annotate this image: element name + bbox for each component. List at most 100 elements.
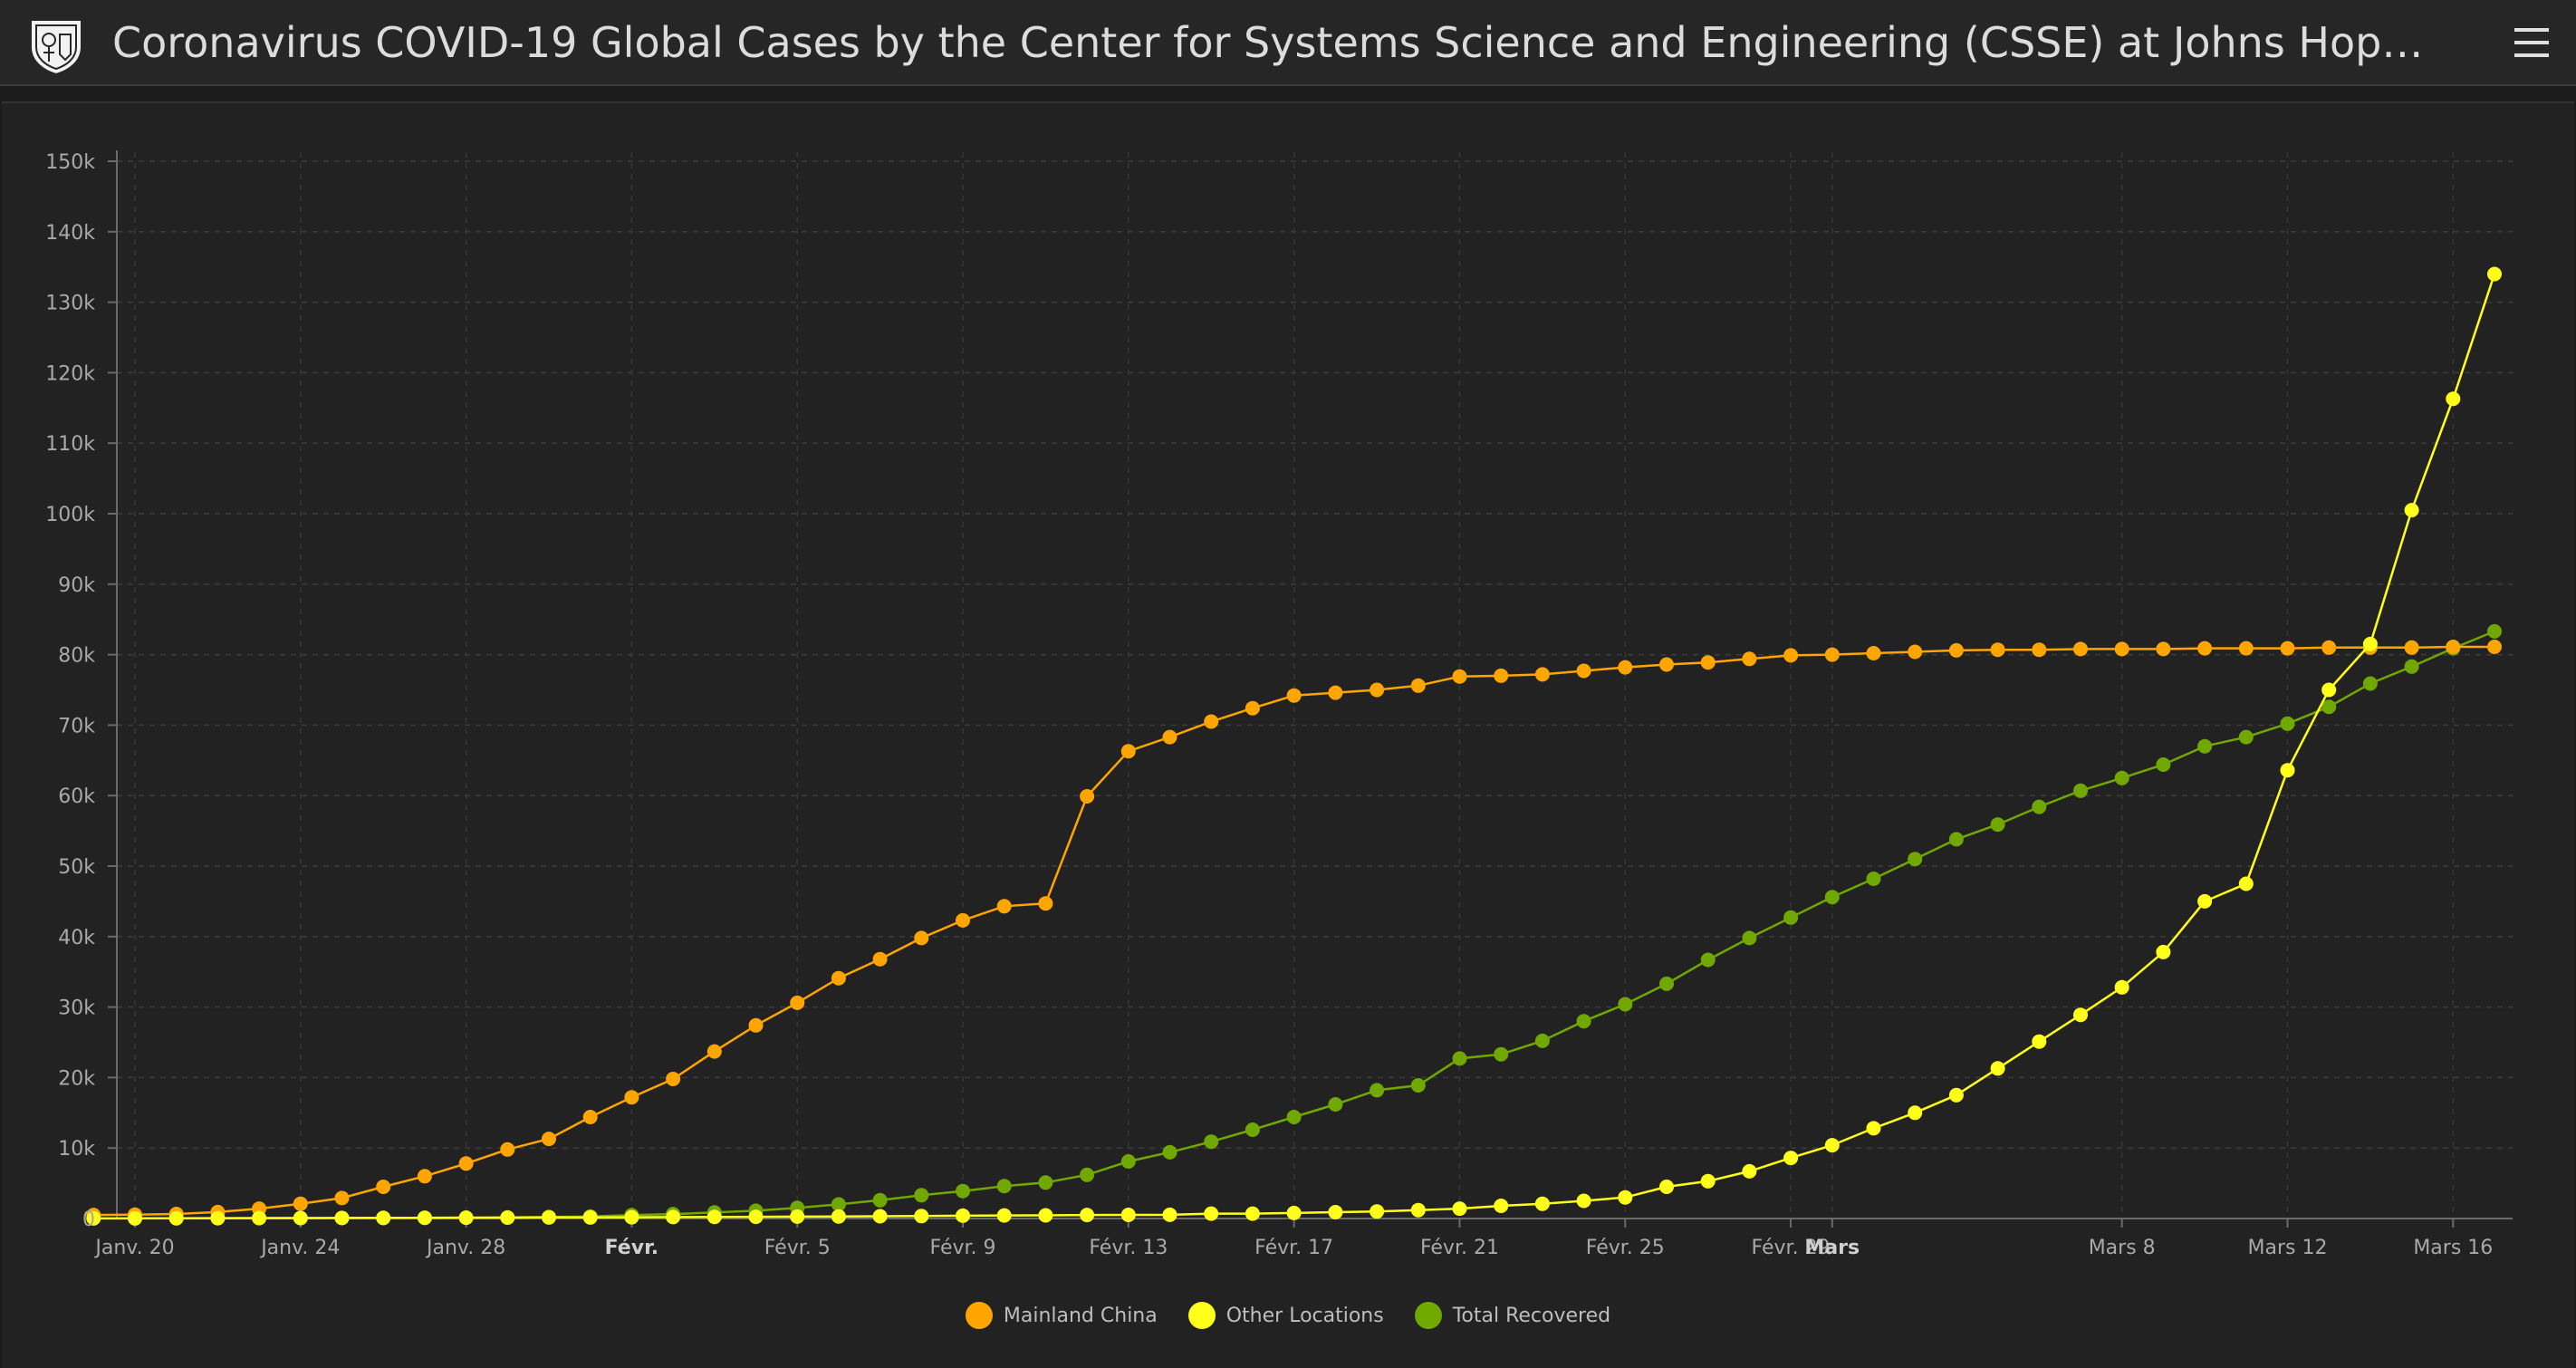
- legend-item[interactable]: Total Recovered: [1414, 1302, 1610, 1329]
- data-point[interactable]: [956, 912, 970, 928]
- data-point[interactable]: [2114, 979, 2129, 995]
- data-point[interactable]: [582, 1110, 598, 1124]
- data-point[interactable]: [2073, 641, 2088, 657]
- data-point[interactable]: [500, 1210, 515, 1225]
- data-point[interactable]: [706, 1044, 722, 1059]
- data-point[interactable]: [1618, 997, 1633, 1012]
- data-point[interactable]: [2280, 763, 2295, 778]
- data-point[interactable]: [293, 1196, 308, 1211]
- data-point[interactable]: [1534, 1033, 1550, 1048]
- data-point[interactable]: [1742, 930, 1757, 946]
- data-point[interactable]: [458, 1210, 474, 1226]
- data-point[interactable]: [376, 1210, 391, 1226]
- data-point[interactable]: [1618, 660, 1633, 675]
- data-point[interactable]: [1328, 685, 1343, 700]
- data-point[interactable]: [1742, 1163, 1757, 1179]
- data-point[interactable]: [1286, 1110, 1302, 1124]
- data-point[interactable]: [1908, 1105, 1923, 1121]
- data-point[interactable]: [872, 951, 888, 967]
- data-point[interactable]: [1162, 1207, 1177, 1222]
- data-point[interactable]: [1824, 1138, 1840, 1153]
- data-point[interactable]: [417, 1169, 432, 1184]
- data-point[interactable]: [1328, 1097, 1343, 1112]
- data-point[interactable]: [2197, 738, 2213, 754]
- data-point[interactable]: [1370, 1204, 1385, 1219]
- data-point[interactable]: [624, 1209, 639, 1225]
- data-point[interactable]: [1410, 1078, 1426, 1093]
- data-point[interactable]: [2238, 729, 2254, 745]
- data-point[interactable]: [1370, 682, 1385, 698]
- data-point[interactable]: [1038, 1208, 1053, 1223]
- data-point[interactable]: [914, 1209, 929, 1224]
- data-point[interactable]: [1700, 952, 1716, 968]
- data-point[interactable]: [1370, 1083, 1385, 1098]
- data-point[interactable]: [1080, 1208, 1095, 1223]
- data-point[interactable]: [1948, 642, 1964, 658]
- data-point[interactable]: [1990, 817, 2005, 833]
- data-point[interactable]: [1410, 678, 1426, 693]
- data-point[interactable]: [1494, 1046, 1509, 1062]
- data-point[interactable]: [1534, 1196, 1550, 1211]
- data-point[interactable]: [500, 1142, 515, 1157]
- data-point[interactable]: [2362, 636, 2378, 651]
- data-point[interactable]: [1204, 714, 1219, 729]
- data-point[interactable]: [1410, 1202, 1426, 1218]
- data-point[interactable]: [956, 1183, 970, 1199]
- data-point[interactable]: [376, 1180, 391, 1194]
- data-point[interactable]: [790, 995, 805, 1010]
- data-point[interactable]: [666, 1072, 681, 1086]
- data-point[interactable]: [1534, 667, 1550, 682]
- data-point[interactable]: [1204, 1206, 1219, 1221]
- data-point[interactable]: [1783, 1151, 1799, 1166]
- data-point[interactable]: [2073, 783, 2088, 798]
- data-point[interactable]: [1742, 651, 1757, 667]
- data-point[interactable]: [1700, 655, 1716, 670]
- data-point[interactable]: [582, 1209, 598, 1225]
- data-point[interactable]: [1038, 1175, 1053, 1190]
- data-point[interactable]: [2197, 641, 2213, 656]
- legend-item[interactable]: Mainland China: [965, 1302, 1158, 1329]
- data-point[interactable]: [2032, 642, 2047, 658]
- data-point[interactable]: [1080, 789, 1095, 804]
- data-point[interactable]: [1162, 1144, 1177, 1160]
- data-point[interactable]: [2487, 266, 2502, 282]
- data-point[interactable]: [2404, 640, 2419, 655]
- data-point[interactable]: [2032, 799, 2047, 814]
- data-point[interactable]: [2321, 682, 2337, 698]
- data-point[interactable]: [2238, 641, 2254, 656]
- data-point[interactable]: [2321, 640, 2337, 655]
- data-point[interactable]: [2238, 876, 2254, 891]
- data-point[interactable]: [1866, 1121, 1881, 1136]
- data-point[interactable]: [1908, 644, 1923, 660]
- data-point[interactable]: [1286, 1205, 1302, 1220]
- data-point[interactable]: [1990, 642, 2005, 658]
- data-point[interactable]: [1452, 1051, 1467, 1066]
- data-point[interactable]: [1245, 700, 1260, 716]
- data-point[interactable]: [748, 1017, 764, 1033]
- data-point[interactable]: [2114, 641, 2129, 657]
- data-point[interactable]: [293, 1210, 308, 1226]
- data-point[interactable]: [872, 1209, 888, 1224]
- data-point[interactable]: [1783, 910, 1799, 925]
- data-point[interactable]: [2280, 716, 2295, 731]
- data-point[interactable]: [1120, 1208, 1136, 1222]
- data-point[interactable]: [1618, 1190, 1633, 1205]
- data-point[interactable]: [1576, 1193, 1591, 1209]
- data-point[interactable]: [1162, 729, 1177, 745]
- data-point[interactable]: [2073, 1007, 2088, 1023]
- data-point[interactable]: [1783, 648, 1799, 663]
- data-point[interactable]: [996, 1179, 1012, 1194]
- data-point[interactable]: [1245, 1206, 1260, 1221]
- data-point[interactable]: [1286, 688, 1302, 703]
- data-point[interactable]: [1120, 744, 1136, 759]
- data-point[interactable]: [86, 1210, 101, 1226]
- data-point[interactable]: [1948, 832, 1964, 847]
- data-point[interactable]: [334, 1210, 350, 1226]
- data-point[interactable]: [1659, 1180, 1674, 1194]
- data-point[interactable]: [2114, 770, 2129, 785]
- data-point[interactable]: [1494, 668, 1509, 683]
- data-point[interactable]: [458, 1156, 474, 1171]
- data-point[interactable]: [1494, 1199, 1509, 1213]
- data-point[interactable]: [872, 1192, 888, 1208]
- data-point[interactable]: [2404, 659, 2419, 674]
